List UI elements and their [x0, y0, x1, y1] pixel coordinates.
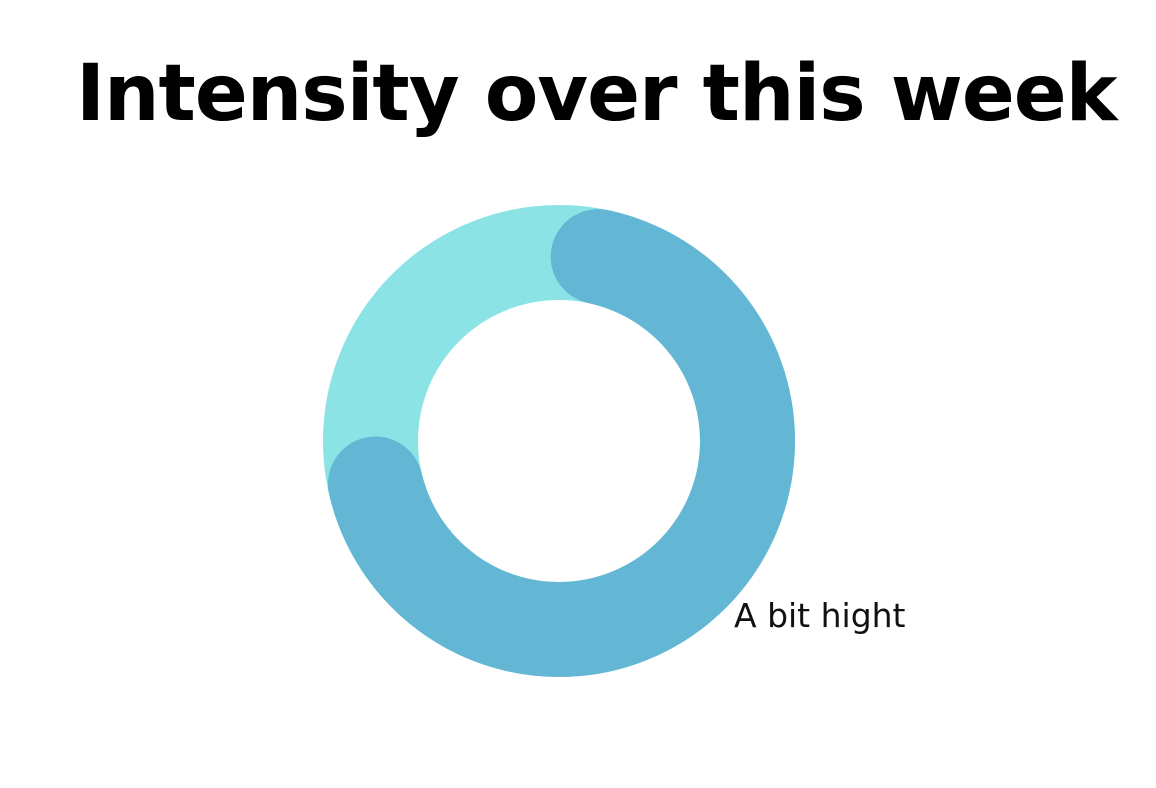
- donut-slice-2: [327, 209, 795, 677]
- slice-label-a-bit-hight: A bit hight: [734, 596, 906, 635]
- chart-title: Intensity over this week: [76, 49, 1118, 139]
- donut-ring: [323, 205, 795, 677]
